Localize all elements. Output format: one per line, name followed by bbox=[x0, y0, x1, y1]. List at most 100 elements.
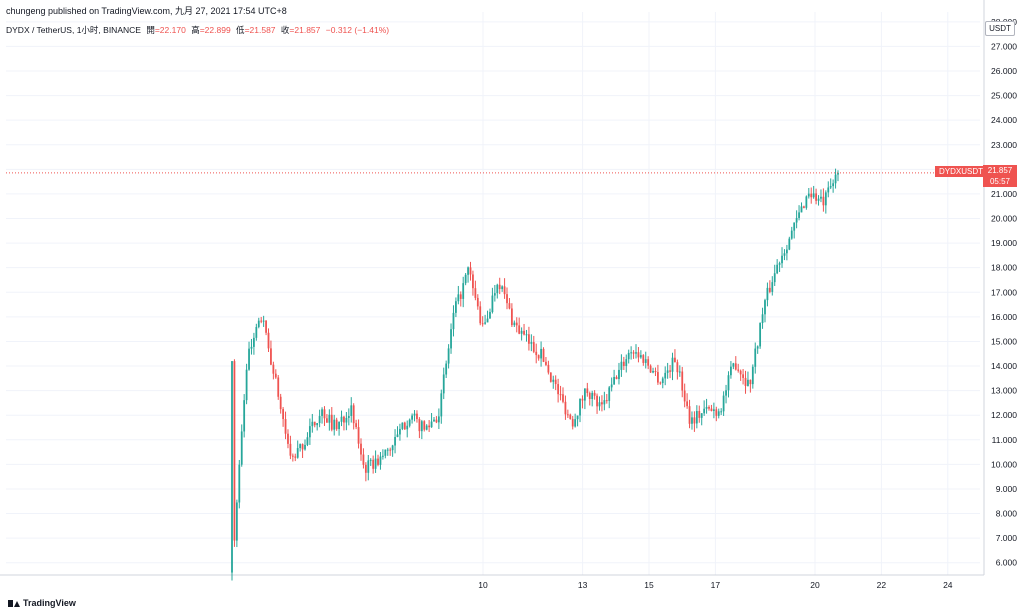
candle-body bbox=[484, 322, 487, 324]
candle-body bbox=[559, 394, 562, 396]
candle-body bbox=[785, 249, 788, 254]
y-tick-label: 26.000 bbox=[991, 66, 1017, 76]
y-tick-label: 18.000 bbox=[991, 263, 1017, 273]
candle-body bbox=[807, 193, 810, 197]
candle-body bbox=[659, 382, 662, 384]
candle-body bbox=[265, 320, 267, 333]
candle-body bbox=[428, 425, 431, 428]
candle-body bbox=[686, 401, 689, 407]
candle-body bbox=[313, 421, 316, 426]
candle-body bbox=[810, 193, 813, 198]
candle-body bbox=[345, 417, 348, 423]
y-tick-label: 24.000 bbox=[991, 115, 1017, 125]
candle-body bbox=[683, 390, 686, 402]
candle-body bbox=[566, 414, 569, 416]
candle-body bbox=[403, 422, 406, 430]
candle-body bbox=[299, 444, 302, 449]
candle-body bbox=[235, 502, 238, 541]
candle-body bbox=[712, 409, 715, 412]
candle-body bbox=[284, 419, 287, 434]
candle-body bbox=[377, 458, 379, 465]
candle-body bbox=[333, 419, 336, 430]
candle-body bbox=[569, 414, 572, 420]
candle-body bbox=[282, 409, 285, 420]
y-tick-label: 15.000 bbox=[991, 336, 1017, 346]
publish-info: chungeng published on TradingView.com, 九… bbox=[6, 6, 287, 16]
y-tick-label: 16.000 bbox=[991, 312, 1017, 322]
x-tick-label: 20 bbox=[810, 580, 820, 590]
candle-body bbox=[832, 183, 835, 187]
candle-body bbox=[691, 417, 693, 424]
candle-body bbox=[532, 342, 535, 352]
y-tick-label: 12.000 bbox=[991, 410, 1017, 420]
candle-body bbox=[834, 174, 837, 184]
candle-body bbox=[350, 405, 353, 416]
candle-body bbox=[669, 370, 671, 372]
candle-body bbox=[705, 406, 708, 409]
candle-body bbox=[474, 288, 477, 298]
candle-body bbox=[476, 297, 479, 307]
candle-body bbox=[644, 359, 647, 363]
candle-body bbox=[639, 355, 642, 358]
candle-body bbox=[717, 411, 720, 416]
candle-body bbox=[445, 363, 448, 375]
candle-body bbox=[798, 212, 800, 218]
candle-body bbox=[737, 369, 740, 371]
candle-body bbox=[700, 413, 703, 418]
candle-body bbox=[588, 393, 591, 399]
candle-body bbox=[528, 334, 530, 344]
candle-body bbox=[710, 408, 713, 412]
candle-body bbox=[547, 364, 550, 373]
candle-body bbox=[486, 318, 489, 323]
candle-body bbox=[642, 355, 645, 363]
candle-body bbox=[766, 287, 769, 301]
candle-body bbox=[437, 416, 440, 423]
candle-body bbox=[817, 198, 820, 201]
candle-body bbox=[727, 375, 730, 391]
close-value: =21.857 bbox=[289, 25, 321, 35]
candle-body bbox=[800, 206, 803, 213]
y-tick-label: 7.000 bbox=[996, 533, 1018, 543]
candle-body bbox=[637, 352, 640, 358]
candle-body bbox=[479, 306, 482, 324]
candle-body bbox=[554, 379, 557, 385]
candle-body bbox=[260, 320, 263, 322]
candle-body bbox=[335, 419, 338, 430]
candle-body bbox=[481, 323, 484, 325]
candle-body bbox=[674, 357, 676, 363]
candle-body bbox=[245, 369, 248, 401]
candle-body bbox=[274, 373, 277, 378]
candle-body bbox=[435, 419, 438, 423]
tradingview-logo[interactable]: TradingView bbox=[8, 598, 76, 608]
candle-body bbox=[520, 330, 523, 334]
candle-body bbox=[525, 334, 528, 336]
ohlc-legend: DYDX / TetherUS, 1小时, BINANCE 開=22.170 高… bbox=[6, 24, 389, 36]
x-tick-label: 10 bbox=[478, 580, 488, 590]
candle-body bbox=[491, 295, 494, 313]
y-tick-label: 20.000 bbox=[991, 214, 1017, 224]
candle-body bbox=[671, 357, 674, 372]
x-tick-label: 15 bbox=[644, 580, 654, 590]
candle-body bbox=[369, 459, 372, 461]
currency-button[interactable]: USDT bbox=[985, 21, 1015, 36]
candle-body bbox=[401, 422, 404, 429]
last-price-value: 21.857 bbox=[987, 166, 1013, 175]
last-price-tag: 21.857 05:57 bbox=[983, 165, 1017, 187]
candle-body bbox=[240, 431, 243, 465]
candle-body bbox=[231, 361, 233, 573]
candle-body bbox=[778, 263, 781, 265]
candle-body bbox=[552, 379, 555, 382]
candle-body bbox=[510, 308, 513, 326]
candle-body bbox=[776, 264, 779, 274]
candle-body bbox=[518, 325, 521, 334]
candle-body bbox=[347, 415, 350, 418]
candle-body bbox=[501, 286, 504, 290]
candle-body bbox=[540, 348, 542, 359]
candle-body bbox=[515, 322, 518, 326]
y-tick-label: 13.000 bbox=[991, 386, 1017, 396]
candle-body bbox=[576, 415, 579, 420]
candle-body bbox=[523, 330, 525, 335]
high-label: 高 bbox=[191, 25, 200, 35]
candle-body bbox=[318, 416, 321, 424]
